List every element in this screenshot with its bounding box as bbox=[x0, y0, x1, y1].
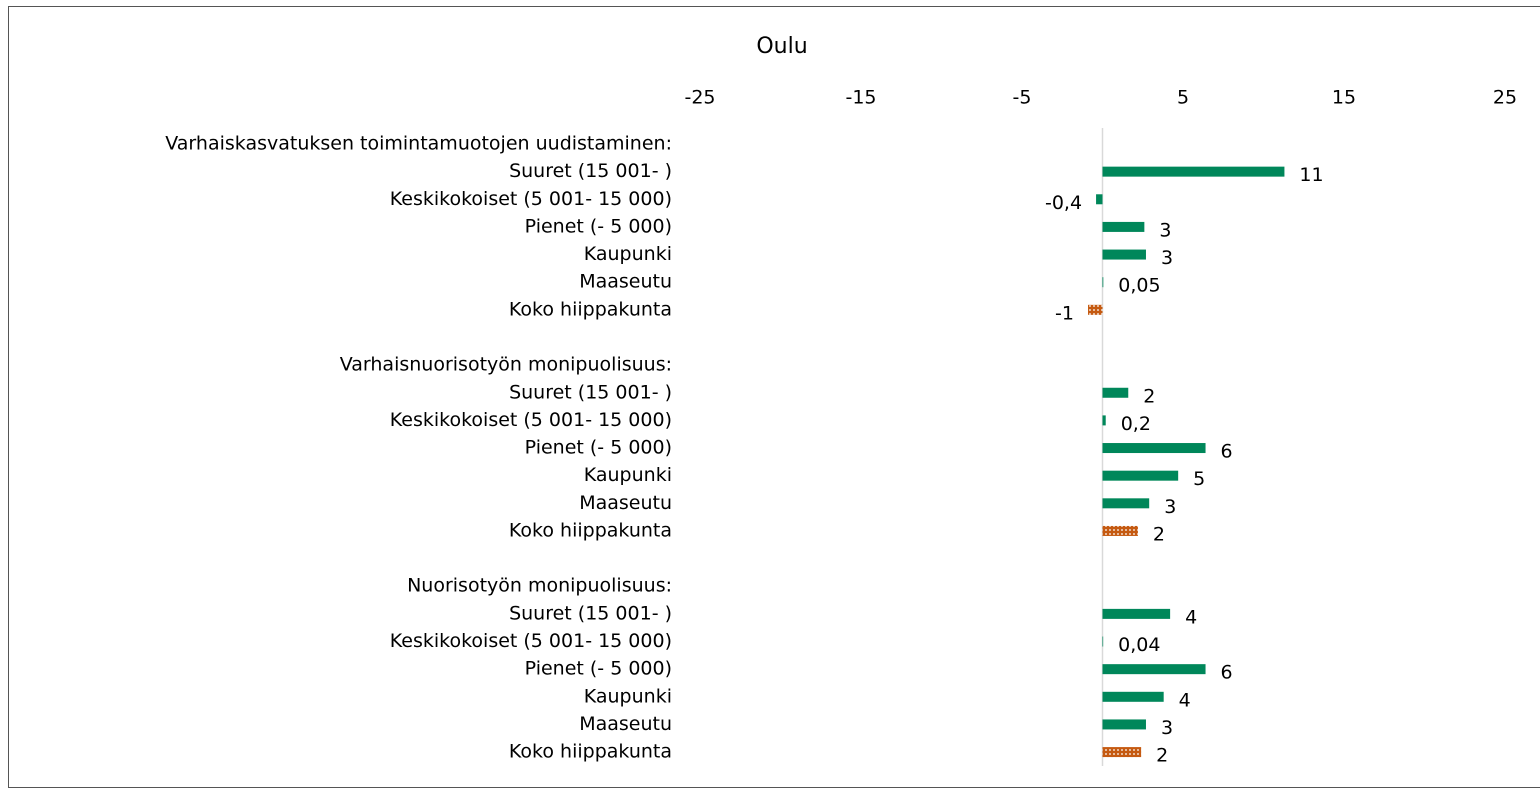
chart-title: Oulu bbox=[756, 34, 807, 59]
category-label: Kaupunki bbox=[584, 243, 672, 265]
category-label: Maaseutu bbox=[579, 492, 672, 514]
value-label: 0,04 bbox=[1118, 634, 1160, 656]
value-label: 3 bbox=[1164, 496, 1176, 518]
bar bbox=[1102, 636, 1104, 647]
bar bbox=[1096, 194, 1103, 205]
category-label: Kaupunki bbox=[584, 685, 672, 707]
value-label: -1 bbox=[1055, 302, 1074, 324]
value-label: 3 bbox=[1161, 247, 1173, 269]
bar bbox=[1102, 525, 1138, 536]
value-label: 5 bbox=[1193, 468, 1205, 490]
value-label: 3 bbox=[1161, 717, 1173, 739]
category-label: Keskikokoiset (5 001- 15 000) bbox=[390, 409, 672, 431]
value-label: 6 bbox=[1221, 441, 1233, 463]
x-tick-label: 15 bbox=[1332, 87, 1356, 109]
category-label: Suuret (15 001- ) bbox=[509, 381, 672, 403]
category-label: Suuret (15 001- ) bbox=[509, 602, 672, 624]
bar bbox=[1102, 221, 1145, 232]
value-label: 11 bbox=[1299, 164, 1323, 186]
category-label: Kaupunki bbox=[584, 464, 672, 486]
bar bbox=[1102, 249, 1146, 260]
x-tick-label: -15 bbox=[845, 87, 876, 109]
value-label: 0,05 bbox=[1118, 275, 1160, 297]
category-label: Nuorisotyön monipuolisuus: bbox=[407, 575, 672, 597]
bar bbox=[1102, 747, 1142, 758]
value-label: 3 bbox=[1159, 219, 1171, 241]
value-label: -0,4 bbox=[1045, 192, 1082, 214]
x-tick-label: 5 bbox=[1177, 87, 1189, 109]
category-label: Suuret (15 001- ) bbox=[509, 160, 672, 182]
category-label: Varhaiskasvatuksen toimintamuotojen uudi… bbox=[165, 133, 672, 155]
category-label: Keskikokoiset (5 001- 15 000) bbox=[390, 630, 672, 652]
value-label: 2 bbox=[1143, 385, 1155, 407]
category-label: Maaseutu bbox=[579, 271, 672, 293]
bar bbox=[1102, 608, 1171, 619]
category-label: Koko hiippakunta bbox=[509, 298, 672, 320]
value-label: 2 bbox=[1153, 523, 1165, 545]
value-label: 2 bbox=[1156, 745, 1168, 767]
value-label: 6 bbox=[1221, 662, 1233, 684]
value-label: 4 bbox=[1179, 689, 1191, 711]
category-label: Koko hiippakunta bbox=[509, 741, 672, 763]
bar bbox=[1102, 415, 1106, 426]
value-label: 4 bbox=[1185, 606, 1197, 628]
bar bbox=[1102, 498, 1150, 509]
bar bbox=[1088, 304, 1103, 315]
x-tick-label: -25 bbox=[684, 87, 715, 109]
bar bbox=[1102, 387, 1129, 398]
category-label: Koko hiippakunta bbox=[509, 519, 672, 541]
category-label: Varhaisnuorisotyön monipuolisuus: bbox=[340, 354, 672, 376]
category-label: Pienet (- 5 000) bbox=[525, 437, 672, 459]
bar bbox=[1102, 719, 1146, 730]
category-label: Maaseutu bbox=[579, 713, 672, 735]
bar bbox=[1102, 691, 1164, 702]
bar bbox=[1102, 443, 1206, 454]
category-label: Keskikokoiset (5 001- 15 000) bbox=[390, 188, 672, 210]
bar bbox=[1102, 166, 1285, 177]
bar bbox=[1102, 277, 1104, 288]
x-tick-label: 25 bbox=[1493, 87, 1517, 109]
chart-border bbox=[8, 6, 1540, 788]
category-label: Pienet (- 5 000) bbox=[525, 215, 672, 237]
category-label: Pienet (- 5 000) bbox=[525, 658, 672, 680]
bar bbox=[1102, 664, 1206, 675]
bar bbox=[1102, 470, 1179, 481]
x-tick-label: -5 bbox=[1013, 87, 1032, 109]
value-label: 0,2 bbox=[1121, 413, 1151, 435]
